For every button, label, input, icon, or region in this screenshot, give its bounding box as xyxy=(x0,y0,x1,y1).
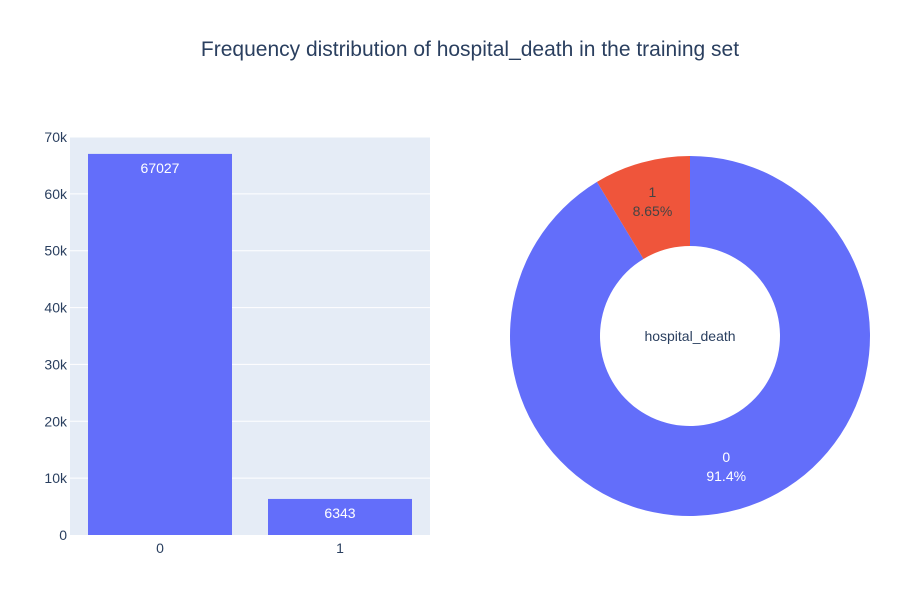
donut-slice-0 xyxy=(509,156,870,517)
donut-slice-label: 1 xyxy=(649,184,657,200)
y-tick-label: 70k xyxy=(44,129,68,145)
y-tick-label: 0 xyxy=(59,527,67,543)
donut-slice-percent: 91.4% xyxy=(706,468,746,484)
y-tick-label: 60k xyxy=(44,186,68,202)
bar-data-label: 6343 xyxy=(324,505,355,521)
y-tick-label: 10k xyxy=(44,470,68,486)
donut-slice-label: 0 xyxy=(722,449,730,465)
y-tick-label: 30k xyxy=(44,356,68,372)
x-tick-label: 0 xyxy=(156,540,164,556)
donut-chart: 0 91.4% 1 8.65% hospital_death xyxy=(509,156,870,517)
bar-data-label: 67027 xyxy=(141,160,180,176)
donut-slice-percent: 8.65% xyxy=(633,203,673,219)
bar-0 xyxy=(88,153,232,535)
donut-slices xyxy=(509,156,870,517)
bar-1 xyxy=(268,498,412,535)
donut-center-label: hospital_death xyxy=(644,328,735,344)
bar-series: 67027 6343 xyxy=(88,153,412,535)
y-tick-label: 40k xyxy=(44,300,68,316)
x-tick-label: 1 xyxy=(336,540,344,556)
donut-slice-labels: 0 91.4% 1 8.65% xyxy=(633,184,746,484)
donut-slice-1 xyxy=(596,156,690,259)
bar-y-axis: 0 10k 20k 30k 40k 50k 60k 70k xyxy=(44,129,68,543)
y-tick-label: 20k xyxy=(44,413,68,429)
chart-title: Frequency distribution of hospital_death… xyxy=(201,38,739,61)
y-tick-label: 50k xyxy=(44,243,68,259)
